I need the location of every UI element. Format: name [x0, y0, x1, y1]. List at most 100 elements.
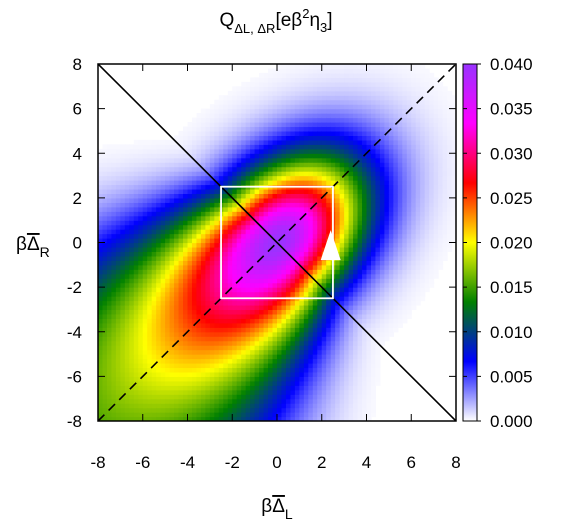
heatmap-cell [156, 242, 162, 248]
heatmap-cell [308, 77, 314, 83]
heatmap-cell [156, 416, 162, 421]
heatmap-cell [169, 318, 175, 324]
heatmap-cell [133, 215, 139, 221]
heatmap-cell [339, 345, 345, 351]
heatmap-cell [357, 246, 363, 253]
heatmap-cell [187, 206, 193, 212]
heatmap-cell [191, 197, 198, 203]
heatmap-cell [335, 282, 341, 288]
heatmap-cell [205, 398, 211, 404]
heatmap-cell [142, 229, 148, 235]
heatmap-cell [178, 166, 184, 172]
heatmap-cell [196, 148, 202, 154]
heatmap-cell [124, 407, 130, 413]
heatmap-cell [375, 327, 381, 333]
heatmap-cell [397, 184, 403, 190]
heatmap-cell [308, 340, 314, 346]
heatmap-cell [308, 251, 314, 257]
heatmap-cell [250, 287, 256, 293]
heatmap-cell [98, 206, 104, 212]
heatmap-cell [272, 135, 278, 141]
heatmap-cell [294, 273, 300, 279]
heatmap-cell [388, 238, 394, 244]
heatmap-cell [370, 412, 377, 418]
heatmap-cell [317, 327, 323, 333]
heatmap-cell [218, 376, 224, 382]
heatmap-cell [277, 229, 283, 235]
heatmap-cell [366, 354, 372, 360]
heatmap-cell [214, 362, 220, 369]
heatmap-cell [156, 260, 162, 266]
heatmap-cell [294, 304, 300, 311]
heatmap-cell [294, 287, 300, 293]
heatmap-cell [362, 193, 368, 199]
heatmap-cell [160, 202, 166, 208]
heatmap-cell [205, 376, 211, 382]
heatmap-cell [250, 358, 256, 364]
heatmap-cell [232, 130, 238, 136]
heatmap-cell [268, 282, 274, 288]
heatmap-cell [353, 416, 359, 421]
heatmap-cell [366, 86, 372, 92]
heatmap-cell [133, 313, 139, 319]
heatmap-cell [277, 64, 283, 70]
heatmap-cell [245, 238, 251, 244]
heatmap-cell [263, 327, 269, 333]
heatmap-cell [147, 246, 153, 253]
heatmap-cell [344, 188, 350, 195]
heatmap-cell [196, 389, 202, 395]
heatmap-cell [277, 246, 283, 253]
heatmap-cell [160, 144, 166, 150]
heatmap-cell [303, 122, 309, 128]
heatmap-cell [406, 72, 412, 78]
heatmap-cell [370, 144, 377, 150]
heatmap-cell [214, 255, 220, 261]
heatmap-cell [370, 108, 377, 114]
heatmap-cell [115, 188, 121, 195]
heatmap-cell [236, 260, 242, 266]
heatmap-cell [169, 358, 175, 364]
heatmap-cell [285, 358, 292, 364]
heatmap-cell [290, 229, 296, 235]
heatmap-cell [169, 367, 175, 373]
heatmap-cell [317, 81, 323, 87]
heatmap-cell [330, 171, 336, 177]
heatmap-cell [344, 251, 350, 257]
heatmap-cell [384, 162, 390, 168]
heatmap-cell [169, 148, 175, 154]
heatmap-cell [406, 162, 412, 168]
heatmap-cell [169, 304, 175, 311]
heatmap-cell [384, 166, 390, 172]
heatmap-cell [115, 287, 121, 293]
heatmap-cell [124, 358, 130, 364]
heatmap-cell [384, 202, 390, 208]
heatmap-cell [397, 309, 403, 315]
heatmap-cell [353, 367, 359, 373]
heatmap-cell [348, 282, 354, 288]
heatmap-cell [200, 171, 207, 177]
heatmap-cell [196, 166, 202, 172]
heatmap-cell [362, 282, 368, 288]
heatmap-cell [232, 206, 238, 212]
heatmap-cell [245, 86, 251, 92]
heatmap-cell [357, 403, 363, 409]
heatmap-cell [165, 287, 171, 293]
heatmap-cell [151, 206, 157, 212]
heatmap-cell [357, 380, 363, 386]
heatmap-cell [196, 233, 202, 239]
heatmap-cell [250, 318, 256, 324]
heatmap-cell [303, 180, 309, 186]
heatmap-cell [393, 287, 399, 293]
heatmap-cell [397, 211, 403, 217]
heatmap-cell [321, 153, 327, 159]
heatmap-cell [362, 95, 368, 101]
heatmap-cell [191, 376, 198, 382]
heatmap-cell [281, 398, 287, 404]
heatmap-cell [353, 403, 359, 409]
heatmap-cell [375, 202, 381, 208]
heatmap-cell [339, 202, 345, 208]
heatmap-cell [299, 291, 305, 297]
heatmap-cell [308, 215, 314, 221]
heatmap-cell [98, 175, 104, 181]
heatmap-cell [106, 238, 113, 244]
